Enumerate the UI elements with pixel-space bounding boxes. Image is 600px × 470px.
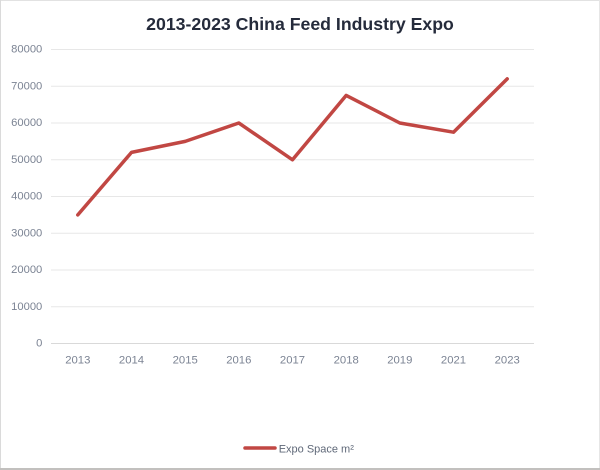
svg-text:2016: 2016 [226, 355, 251, 367]
svg-text:2013: 2013 [65, 355, 90, 367]
svg-text:2015: 2015 [173, 355, 198, 367]
svg-text:2014: 2014 [119, 355, 144, 367]
svg-text:2021: 2021 [441, 355, 466, 367]
svg-text:2017: 2017 [280, 355, 305, 367]
svg-text:10000: 10000 [11, 301, 42, 313]
svg-text:40000: 40000 [11, 191, 42, 203]
svg-text:60000: 60000 [11, 117, 42, 129]
svg-text:80000: 80000 [11, 44, 42, 56]
svg-text:30000: 30000 [11, 227, 42, 239]
svg-text:2018: 2018 [334, 355, 359, 367]
svg-text:70000: 70000 [11, 80, 42, 92]
svg-text:50000: 50000 [11, 154, 42, 166]
svg-text:2013-2023 China Feed Industry: 2013-2023 China Feed Industry Expo [146, 14, 454, 34]
svg-text:Expo Space m²: Expo Space m² [279, 444, 355, 456]
svg-text:2019: 2019 [387, 355, 412, 367]
svg-text:0: 0 [36, 338, 42, 350]
svg-text:20000: 20000 [11, 264, 42, 276]
svg-text:2023: 2023 [495, 355, 520, 367]
